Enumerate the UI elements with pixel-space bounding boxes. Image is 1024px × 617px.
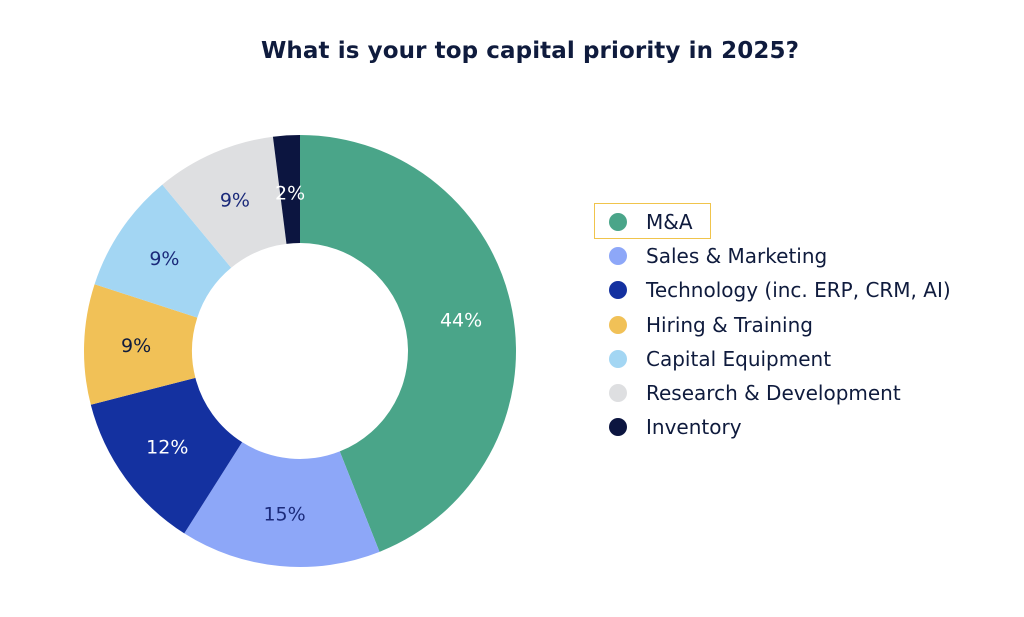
slice-research-and-development (162, 136, 287, 268)
data-label-technology-inc-erp-crm-ai: 12% (146, 436, 188, 458)
legend-swatch (609, 384, 627, 403)
legend-item-technology-inc-erp-crm-ai[interactable]: Technology (inc. ERP, CRM, AI) (593, 273, 951, 307)
slice-technology-inc-erp-crm-ai (90, 377, 243, 534)
data-label-manda: 44% (440, 309, 482, 331)
donut-chart: 44% 15% 12% 9% 9% 9% 2% (84, 135, 516, 568)
slice-inventory (272, 135, 300, 244)
legend-swatch (609, 349, 627, 368)
chart-title: What is your top capital priority in 202… (260, 38, 800, 64)
legend-label: M&A (646, 210, 693, 235)
legend-swatch (609, 213, 627, 232)
legend-label: Technology (inc. ERP, CRM, AI) (646, 278, 951, 303)
slice-hiring-and-training (84, 284, 198, 405)
legend-label: Sales & Marketing (646, 244, 828, 269)
legend-item-capital-equipment[interactable]: Capital Equipment (593, 342, 951, 376)
legend-label: Inventory (646, 415, 742, 440)
legend-label: Research & Development (646, 381, 901, 406)
legend-label: Hiring & Training (646, 312, 813, 337)
legend-item-research-and-development[interactable]: Research & Development (593, 376, 951, 410)
legend-item-inventory[interactable]: Inventory (593, 410, 951, 444)
legend-item-manda[interactable]: M&A (593, 202, 951, 240)
data-label-research-and-development: 9% (220, 190, 250, 212)
slice-manda (300, 135, 516, 552)
legend-swatch (609, 315, 627, 334)
data-label-sales-and-marketing: 15% (263, 503, 305, 525)
slice-capital-equipment (94, 184, 232, 318)
data-label-capital-equipment: 9% (149, 248, 179, 270)
slice-sales-and-marketing (184, 442, 380, 568)
legend-swatch (609, 418, 627, 437)
data-label-hiring-and-training: 9% (121, 335, 151, 357)
chart-legend: M&A Sales & Marketing Technology (inc. ERP… (593, 202, 951, 444)
legend-item-hiring-and-training[interactable]: Hiring & Training (593, 308, 951, 342)
legend-label: Capital Equipment (646, 346, 832, 371)
data-label-inventory: 2% (275, 182, 305, 204)
legend-item-sales-and-marketing[interactable]: Sales & Marketing (593, 239, 951, 273)
legend-swatch (609, 247, 627, 266)
legend-swatch (609, 281, 627, 300)
